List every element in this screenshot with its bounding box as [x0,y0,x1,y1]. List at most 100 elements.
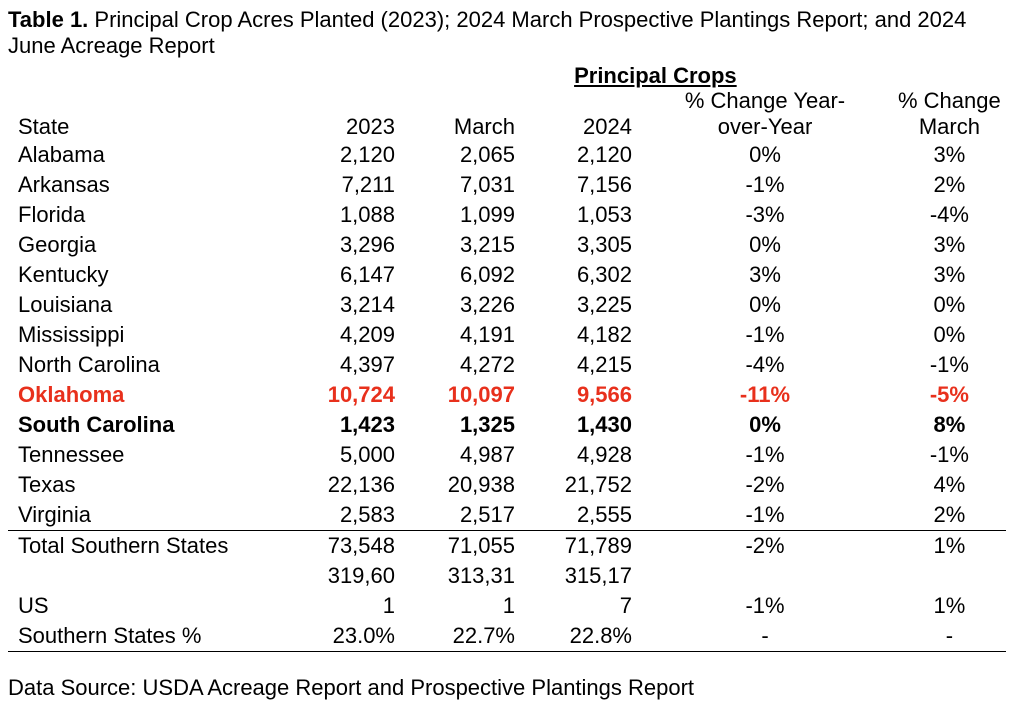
state-name: Arkansas [18,172,110,197]
value-cell: 3% [933,262,966,287]
state-row: Mississippi 4,209 4,191 4,182 -1% 0% [8,320,1006,350]
cell-line: Southern States % [18,623,202,648]
value-cell: 4,928 [576,442,632,467]
value-cell: 10,097 [447,382,515,407]
value-cell: 1% [893,561,1006,621]
value-cell: 2,120 [339,142,395,167]
column-header: % Change Year-over-Year [637,88,893,140]
value-cell: 1% [893,530,1006,561]
cell-line: - [945,623,954,648]
value-cell: -5% [929,382,969,407]
value-cell: 71,055 [400,530,520,561]
column-header: March [400,88,520,140]
value-cell: 0% [933,292,966,317]
cell-line: % Change Year- [684,88,846,113]
title-text: Principal Crop Acres Planted (2023); 202… [8,7,967,58]
cell-line: 1 [502,593,515,618]
value-cell: -2% [637,530,893,561]
column-header: State [8,88,305,140]
state-name: North Carolina [18,352,160,377]
cell-line: 71,789 [564,533,632,558]
state-row: Arkansas 7,211 7,031 7,156 -1% 2% [8,170,1006,200]
value-cell: -4% [745,352,785,377]
value-cell: 4,191 [459,322,515,347]
title-label: Table 1. [8,7,89,32]
cell-line: State [18,114,70,139]
value-cell: 3% [933,142,966,167]
value-cell: 10,724 [327,382,395,407]
value-cell: 20,938 [447,472,515,497]
value-cell: 3,214 [339,292,395,317]
value-cell: 5,000 [339,442,395,467]
state-name: Georgia [18,232,97,257]
value-cell: 3,225 [576,292,632,317]
cell-line: March [453,114,515,139]
value-cell: -1% [745,502,785,527]
value-cell: -2% [745,472,785,497]
value-cell: 7,211 [341,172,395,197]
state-row: Kentucky 6,147 6,092 6,302 3% 3% [8,260,1006,290]
value-cell: 2,065 [459,142,515,167]
value-cell: 6,302 [576,262,632,287]
value-cell: 9,566 [576,382,632,407]
header-row: State 2023 March 2024% Change Year-over-Yea… [8,88,1006,140]
cell-line: 23.0% [332,623,395,648]
value-cell: 4,397 [339,352,395,377]
value-cell: 23.0% [305,621,400,652]
state-name: Southern States % [8,621,305,652]
state-name: Total Southern States [8,530,305,561]
cell-line: March [918,114,980,139]
value-cell: 1,325 [459,412,515,437]
value-cell: -1% [745,442,785,467]
cell-line: - [761,623,769,648]
cell-line: over-Year [717,114,813,139]
state-row: Louisiana 3,214 3,226 3,225 0% 0% [8,290,1006,320]
cell-line: 7 [619,593,632,618]
value-cell: -3% [745,202,785,227]
state-name: Florida [18,202,86,227]
state-row: Texas 22,136 20,938 21,752 -2% 4% [8,470,1006,500]
value-cell: 22.7% [400,621,520,652]
state-name: Louisiana [18,292,113,317]
state-row: North Carolina 4,397 4,272 4,215 -4% -1% [8,350,1006,380]
state-row: South Carolina 1,423 1,325 1,430 0% 8% [8,410,1006,440]
value-cell: 313,31 1 [400,561,520,621]
state-name: South Carolina [18,412,175,437]
value-cell: 4,209 [339,322,395,347]
total-row: Total Southern States 73,548 71,055 71,789 -… [8,530,1006,561]
cell-line: % Change [898,88,1001,113]
value-cell: - [637,621,893,652]
value-cell: 0% [749,412,781,437]
value-cell: 319,60 1 [305,561,400,621]
value-cell: 3,305 [576,232,632,257]
cell-line: 1% [933,593,966,618]
table-body: Principal Crops State 2023 March 2024% Chan… [8,64,1006,652]
state-row: Tennessee 5,000 4,987 4,928 -1% -1% [8,440,1006,470]
value-cell: -1% [637,561,893,621]
state-row: Alabama 2,120 2,065 2,120 0% 3% [8,140,1006,170]
cell-line: 319,60 [327,563,395,588]
value-cell: 1,099 [459,202,515,227]
cell-line: US [18,593,49,618]
value-cell: -1% [745,172,785,197]
value-cell: 1,423 [339,412,395,437]
state-name: Virginia [18,502,91,527]
value-cell: -11% [739,382,791,407]
value-cell: 2,555 [576,502,632,527]
cell-line: Total Southern States [18,533,229,558]
column-header: 2023 [305,88,400,140]
state-name: Alabama [18,142,105,167]
column-header: 2024 [520,88,637,140]
state-row: Virginia 2,583 2,517 2,555 -1% 2% [8,500,1006,531]
value-cell: 0% [749,232,781,257]
value-cell: 0% [749,292,781,317]
value-cell: 0% [933,322,966,347]
value-cell: 2% [933,172,966,197]
value-cell: 4,182 [576,322,632,347]
value-cell: 0% [749,142,781,167]
total-row: US 319,60 1 313,31 1 315,17 7 -1% 1% [8,561,1006,621]
value-cell: 6,092 [459,262,515,287]
value-cell: 22.8% [520,621,637,652]
state-name: US [8,561,305,621]
value-cell: 4,215 [576,352,632,377]
